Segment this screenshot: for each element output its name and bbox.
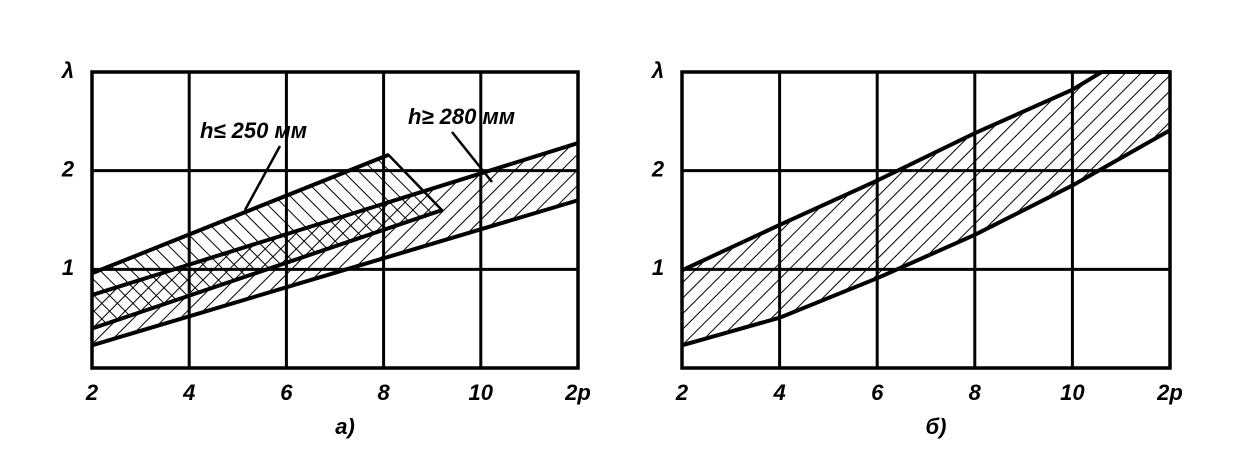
label-bg (402, 104, 542, 132)
y-tick-label: 2 (61, 156, 75, 181)
x-tick-label: 2 (85, 380, 99, 405)
y-tick-label: λ (61, 58, 74, 83)
leader (243, 145, 282, 211)
plot-frame (90, 70, 580, 370)
band-fill (680, 70, 1172, 347)
x-tick-label: 8 (969, 380, 982, 405)
band-upper (91, 153, 390, 276)
x-tick-label: 2 (675, 380, 689, 405)
x-tick-label: 4 (182, 380, 195, 405)
y-tick-label: 1 (62, 255, 74, 280)
band-label: h≤ 250 мм (200, 118, 307, 143)
caption: б) (926, 414, 947, 439)
x-tick-label: 6 (280, 380, 293, 405)
x-tick-label: 6 (871, 380, 884, 405)
y-tick-label: 1 (652, 255, 664, 280)
y-tick-label: λ (651, 58, 664, 83)
band-lower (91, 198, 579, 348)
band-label: h≥ 280 мм (408, 104, 515, 129)
leader (451, 131, 493, 183)
caption: а) (335, 414, 355, 439)
x-tick-label: 8 (377, 380, 390, 405)
x-tick-label: 10 (1060, 380, 1085, 405)
label-bg (194, 118, 334, 146)
x-tick-label: 10 (469, 380, 494, 405)
plot-frame (680, 70, 1172, 370)
y-tick-label: 2 (651, 156, 665, 181)
band-lower (681, 128, 1171, 348)
x-tick-label: 4 (772, 380, 785, 405)
x-tick-label: 2p (564, 380, 591, 405)
x-tick-label: 2p (1156, 380, 1183, 405)
